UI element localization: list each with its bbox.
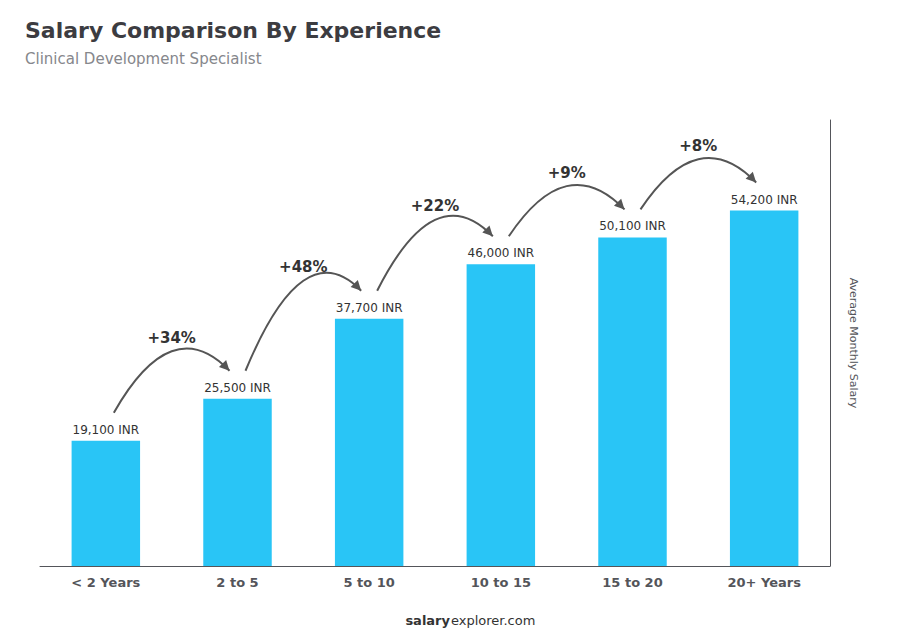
- svg-text:Clinical Development Specialis: Clinical Development Specialist: [25, 50, 262, 68]
- svg-text:explorer.com: explorer.com: [451, 613, 535, 628]
- svg-text:+22%: +22%: [411, 197, 459, 215]
- svg-text:+48%: +48%: [279, 258, 327, 276]
- svg-text:37,700 INR: 37,700 INR: [336, 301, 403, 315]
- svg-text:19,100 INR: 19,100 INR: [73, 423, 140, 437]
- svg-text:54,200 INR: 54,200 INR: [731, 193, 798, 207]
- svg-text:5 to 10: 5 to 10: [343, 575, 394, 590]
- svg-text:Salary Comparison By Experienc: Salary Comparison By Experience: [25, 18, 441, 43]
- svg-text:+34%: +34%: [147, 329, 195, 347]
- svg-text:salary: salary: [405, 613, 450, 628]
- svg-text:+9%: +9%: [548, 164, 586, 182]
- svg-text:< 2 Years: < 2 Years: [71, 575, 140, 590]
- svg-text:Average Monthly Salary: Average Monthly Salary: [847, 278, 860, 409]
- svg-text:20+ Years: 20+ Years: [727, 575, 801, 590]
- svg-text:10 to 15: 10 to 15: [471, 575, 531, 590]
- svg-text:46,000 INR: 46,000 INR: [468, 246, 535, 260]
- svg-text:50,100 INR: 50,100 INR: [599, 219, 666, 233]
- svg-text:2 to 5: 2 to 5: [216, 575, 258, 590]
- svg-text:15 to 20: 15 to 20: [602, 575, 662, 590]
- svg-text:+8%: +8%: [679, 137, 717, 155]
- svg-text:25,500 INR: 25,500 INR: [204, 381, 271, 395]
